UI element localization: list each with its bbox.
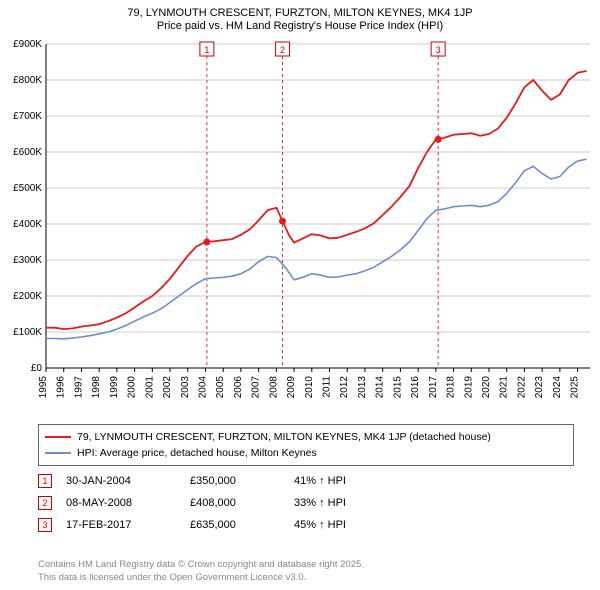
- legend: 79, LYNMOUTH CRESCENT, FURZTON, MILTON K…: [38, 424, 574, 466]
- svg-text:1996: 1996: [56, 376, 67, 399]
- svg-text:2010: 2010: [304, 376, 315, 399]
- svg-text:2014: 2014: [375, 376, 386, 399]
- svg-text:2020: 2020: [481, 376, 492, 399]
- footer: Contains HM Land Registry data © Crown c…: [38, 559, 364, 584]
- svg-text:2009: 2009: [286, 376, 297, 399]
- legend-item-hpi: HPI: Average price, detached house, Milt…: [45, 445, 567, 461]
- sale-date-3: 17-FEB-2017: [66, 519, 176, 531]
- sale-date-1: 30-JAN-2004: [66, 475, 176, 487]
- sale-date-2: 08-MAY-2008: [66, 497, 176, 509]
- svg-text:3: 3: [436, 45, 441, 55]
- svg-text:£800K: £800K: [13, 75, 42, 86]
- svg-text:2012: 2012: [339, 376, 350, 399]
- sales-row-2: 2 08-MAY-2008 £408,000 33% ↑ HPI: [38, 492, 574, 514]
- svg-text:2023: 2023: [534, 376, 545, 399]
- sale-marker-3: 3: [38, 518, 52, 532]
- svg-text:2017: 2017: [428, 376, 439, 399]
- svg-text:2018: 2018: [446, 376, 457, 399]
- svg-text:2013: 2013: [357, 376, 368, 399]
- svg-text:£400K: £400K: [13, 219, 42, 230]
- svg-text:2003: 2003: [180, 376, 191, 399]
- chart-title-line2: Price paid vs. HM Land Registry's House …: [0, 20, 600, 36]
- svg-text:£100K: £100K: [13, 327, 42, 338]
- svg-text:£500K: £500K: [13, 183, 42, 194]
- footer-line1: Contains HM Land Registry data © Crown c…: [38, 559, 364, 571]
- sales-row-3: 3 17-FEB-2017 £635,000 45% ↑ HPI: [38, 514, 574, 536]
- svg-text:£600K: £600K: [13, 147, 42, 158]
- svg-text:2002: 2002: [162, 376, 173, 399]
- svg-text:2011: 2011: [322, 376, 333, 398]
- svg-text:£0: £0: [31, 363, 43, 374]
- sales-row-1: 1 30-JAN-2004 £350,000 41% ↑ HPI: [38, 470, 574, 492]
- svg-text:2001: 2001: [144, 376, 155, 399]
- sale-pct-3: 45% ↑ HPI: [294, 519, 374, 531]
- svg-text:2015: 2015: [392, 376, 403, 399]
- svg-text:£200K: £200K: [13, 291, 42, 302]
- svg-text:2000: 2000: [127, 376, 138, 399]
- svg-text:2021: 2021: [499, 376, 510, 399]
- chart-title-line1: 79, LYNMOUTH CRESCENT, FURZTON, MILTON K…: [0, 0, 600, 20]
- legend-item-property: 79, LYNMOUTH CRESCENT, FURZTON, MILTON K…: [45, 429, 567, 445]
- svg-text:£300K: £300K: [13, 255, 42, 266]
- sale-pct-2: 33% ↑ HPI: [294, 497, 374, 509]
- sale-price-3: £635,000: [190, 519, 280, 531]
- svg-text:2025: 2025: [570, 376, 581, 399]
- sales-table: 1 30-JAN-2004 £350,000 41% ↑ HPI 2 08-MA…: [38, 470, 574, 536]
- svg-text:2005: 2005: [215, 376, 226, 399]
- svg-text:2: 2: [280, 45, 285, 55]
- svg-text:2022: 2022: [516, 376, 527, 399]
- svg-text:2004: 2004: [197, 376, 208, 399]
- chart-area: £0 £100K £200K £300K £400K £500K £600K £700K £80…: [0, 38, 600, 418]
- sale-marker-1: 1: [38, 474, 52, 488]
- svg-text:1995: 1995: [38, 376, 49, 399]
- sale-price-2: £408,000: [190, 497, 280, 509]
- sale-price-1: £350,000: [190, 475, 280, 487]
- svg-text:1999: 1999: [109, 376, 120, 399]
- legend-label-property: 79, LYNMOUTH CRESCENT, FURZTON, MILTON K…: [77, 431, 491, 443]
- legend-swatch-property: [45, 436, 71, 438]
- sale-pct-1: 41% ↑ HPI: [294, 475, 374, 487]
- legend-swatch-hpi: [45, 452, 71, 454]
- svg-text:2008: 2008: [268, 376, 279, 399]
- svg-text:£900K: £900K: [13, 39, 42, 50]
- footer-line2: This data is licensed under the Open Gov…: [38, 572, 364, 584]
- svg-text:1: 1: [204, 45, 209, 55]
- svg-text:£700K: £700K: [13, 111, 42, 122]
- svg-text:1997: 1997: [73, 376, 84, 399]
- svg-text:2007: 2007: [251, 376, 262, 399]
- svg-text:2019: 2019: [463, 376, 474, 399]
- legend-label-hpi: HPI: Average price, detached house, Milt…: [77, 447, 317, 459]
- svg-text:1998: 1998: [91, 376, 102, 399]
- sale-marker-2: 2: [38, 496, 52, 510]
- svg-text:2024: 2024: [552, 376, 563, 399]
- svg-text:2016: 2016: [410, 376, 421, 399]
- svg-text:2006: 2006: [233, 376, 244, 399]
